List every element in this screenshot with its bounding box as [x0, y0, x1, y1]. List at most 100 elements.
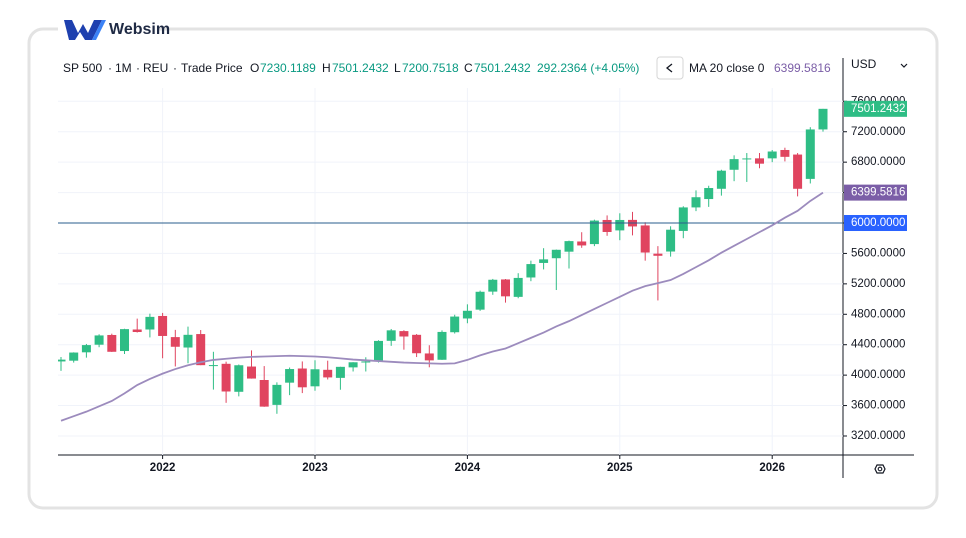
chevron-left — [665, 63, 673, 73]
y-tick-label: 5200.0000 — [851, 278, 905, 290]
h-label: H — [322, 61, 331, 75]
c-label: C — [464, 61, 473, 75]
currency-chevron[interactable] — [900, 63, 908, 68]
logo-icon — [64, 20, 102, 40]
candle-body — [285, 369, 295, 383]
h-value: 7501.2432 — [332, 61, 389, 75]
symbol: SP 500 — [63, 61, 102, 75]
candle-body — [132, 329, 142, 333]
candle-body — [475, 291, 485, 310]
candle-body — [437, 331, 447, 360]
y-tick-label: 4800.0000 — [851, 308, 905, 320]
y-tick-label: 3600.0000 — [851, 400, 905, 412]
candle-body — [145, 316, 155, 330]
candle-body — [551, 249, 561, 259]
candle-body — [615, 219, 625, 231]
candle-body — [729, 159, 739, 170]
ma-value: 6399.5816 — [774, 61, 831, 75]
c-value: 7501.2432 — [474, 61, 531, 75]
candle-body — [107, 334, 117, 352]
candle-body — [348, 362, 358, 368]
candle-body — [196, 334, 206, 366]
card — [27, 27, 939, 510]
brand: Websim — [109, 21, 170, 38]
candle-body — [335, 366, 345, 378]
collapse-button[interactable] — [656, 56, 684, 80]
header: SP 500 · 1M · REU · Trade Price O 7230.1… — [63, 56, 908, 80]
candle-body — [297, 368, 307, 388]
candle-body — [640, 225, 650, 253]
y-tick-label: 6800.0000 — [851, 156, 905, 168]
candle-body — [247, 366, 256, 379]
candle-body — [323, 369, 333, 378]
candle-body — [120, 329, 129, 352]
candle-body — [589, 220, 599, 245]
gear-hole[interactable] — [877, 466, 883, 472]
candle-body — [526, 264, 536, 278]
o-label: O — [250, 61, 259, 75]
settings-icon[interactable] — [874, 464, 886, 474]
candle-body — [564, 241, 574, 252]
candle-body — [81, 345, 91, 353]
logo-accent — [92, 20, 106, 40]
candle-body — [450, 316, 460, 333]
candle-body — [767, 151, 777, 159]
ma-name: MA 20 close 0 — [689, 61, 765, 75]
candle-body — [818, 108, 828, 130]
candle-body — [183, 334, 193, 348]
candle-body — [310, 369, 320, 387]
axis: 3200.0000 3600.0000 4000.0000 4400.0000 4800… — [150, 95, 907, 474]
sep: · — [173, 61, 177, 75]
candle-body — [653, 253, 663, 256]
price-type: Trade Price — [181, 61, 243, 75]
currency[interactable]: USD — [851, 57, 877, 71]
candle-body — [666, 229, 676, 252]
sep: · — [136, 61, 140, 75]
exchange: REU — [143, 61, 168, 75]
candle-body — [170, 337, 180, 347]
x-tick-label: 2026 — [759, 462, 785, 474]
x-tick-label: 2025 — [607, 462, 633, 474]
ma-line — [60, 191, 824, 422]
x-tick-label: 2024 — [455, 462, 481, 474]
candle-body — [361, 361, 371, 363]
candle-body — [704, 188, 714, 200]
gear[interactable] — [874, 464, 886, 474]
candle-body — [259, 380, 269, 407]
ma-badge: 6399.5816 — [851, 187, 905, 199]
candle-body — [208, 365, 218, 367]
plot — [58, 108, 843, 422]
candle-body — [755, 158, 764, 164]
candle-body — [94, 335, 104, 345]
candle-body — [513, 277, 523, 297]
candle-body — [488, 279, 498, 292]
candle-body — [793, 154, 803, 189]
candle-body — [399, 331, 409, 337]
y-tick-label: 4000.0000 — [851, 369, 905, 381]
candle-body — [501, 279, 510, 297]
o-value: 7230.1189 — [260, 61, 316, 75]
interval: 1M — [115, 61, 132, 75]
candle-body — [678, 207, 688, 231]
y-tick-label: 3200.0000 — [851, 430, 905, 442]
price-line-badge-bg — [844, 215, 907, 232]
candle-body — [221, 363, 231, 392]
change: 292.2364 (+4.05%) — [537, 61, 639, 75]
candle-body — [539, 259, 549, 263]
candle-body — [272, 384, 282, 405]
candle-body — [780, 149, 790, 157]
candle-body — [424, 353, 434, 361]
candle-body — [58, 359, 66, 362]
x-tick-label: 2022 — [150, 462, 176, 474]
candle-body — [805, 129, 815, 179]
y-tick-label: 5600.0000 — [851, 247, 905, 259]
candle-body — [602, 219, 612, 232]
candle-body — [374, 340, 383, 362]
y-tick-label: 7200.0000 — [851, 126, 905, 138]
candle-body — [412, 334, 422, 354]
candle-body — [742, 158, 752, 160]
candle-body — [577, 241, 587, 246]
y-tick-label: 4400.0000 — [851, 339, 905, 351]
